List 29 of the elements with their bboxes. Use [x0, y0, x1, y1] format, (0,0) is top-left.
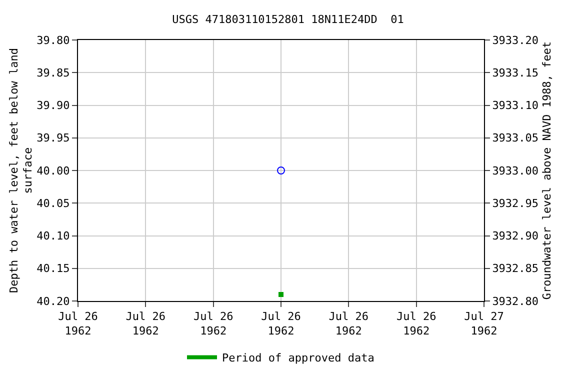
x-tick-label: Jul 26 1962 — [126, 310, 166, 338]
y2-tick-label: 3932.85 — [492, 262, 539, 276]
y-axis-title: Depth to water level, feet below land surface — [7, 48, 35, 294]
y2-tick-label: 3932.80 — [492, 294, 539, 308]
y-tick-label: 40.10 — [36, 230, 70, 243]
y-tick-label: 40.15 — [36, 262, 70, 276]
x-tick-label: Jul 26 1962 — [261, 310, 301, 338]
y2-tick-label: 3933.15 — [492, 66, 539, 80]
y-tick-label: 39.85 — [36, 66, 70, 80]
x-tick-label: Jul 26 1962 — [58, 310, 98, 338]
y2-tick-label: 3933.20 — [492, 34, 539, 47]
y-tick-label: 39.80 — [36, 34, 70, 47]
x-tick-label: Jul 27 1962 — [464, 310, 504, 338]
legend-label: Period of approved data — [222, 352, 374, 365]
y2-tick-label: 3933.10 — [492, 99, 539, 112]
y2-axis-title: Groundwater level above NAVD 1988, feet — [540, 41, 554, 300]
y2-tick-label: 3932.95 — [492, 196, 539, 210]
y-tick-label: 39.95 — [36, 132, 70, 145]
y2-tick-label: 3932.90 — [492, 230, 539, 243]
x-tick-label: Jul 26 1962 — [193, 310, 234, 338]
x-tick-label: Jul 26 1962 — [396, 310, 436, 338]
chart-title: USGS 471803110152801 18N11E24DD 01 — [172, 13, 404, 26]
y-tick-label: 40.05 — [36, 196, 70, 210]
y-tick-label: 40.00 — [36, 164, 70, 178]
x-tick-label: Jul 26 1962 — [328, 310, 369, 338]
y2-tick-label: 3933.00 — [492, 164, 539, 178]
y-tick-label: 39.90 — [36, 99, 70, 112]
y2-tick-label: 3933.05 — [492, 132, 539, 145]
y-tick-label: 40.20 — [36, 294, 70, 308]
